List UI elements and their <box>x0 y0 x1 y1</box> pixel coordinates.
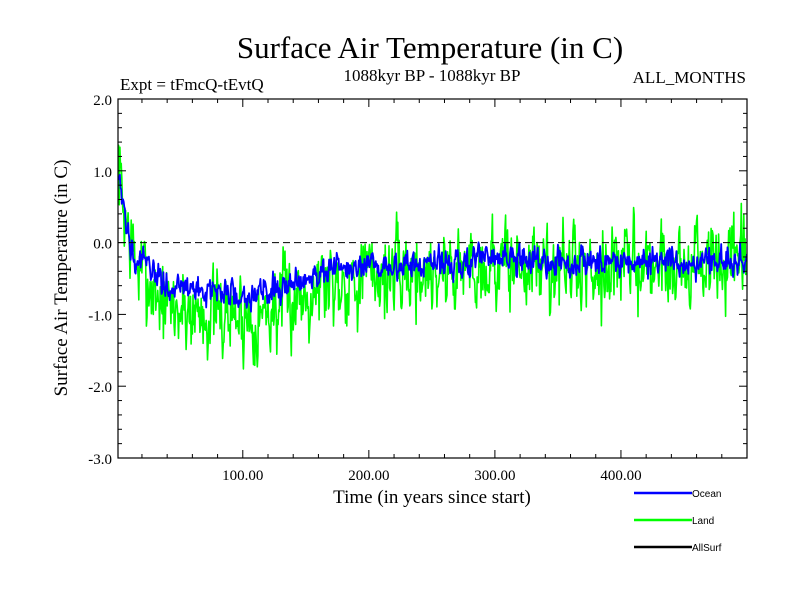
y-tick-label: 2.0 <box>93 93 112 109</box>
plot-frame <box>117 98 748 459</box>
x-axis: 100.00 200.00 300.00 400.00 <box>141 99 723 484</box>
x-tick-label: 200.00 <box>348 468 389 484</box>
legend: Ocean Land AllSurf <box>634 489 722 554</box>
legend-label-land: Land <box>692 516 714 527</box>
subtitle-expt: Expt = tFmcQ-tEvtQ <box>120 75 264 94</box>
y-tick-label: -1.0 <box>88 308 112 324</box>
x-tick-label: 400.00 <box>600 468 641 484</box>
y-axis: 2.0 1.0 0.0 -1.0 -2.0 -3.0 <box>88 93 747 468</box>
y-tick-label: -3.0 <box>88 452 112 468</box>
subtitle-months: ALL_MONTHS <box>633 68 746 87</box>
legend-label-ocean: Ocean <box>692 489 721 500</box>
plot-area <box>118 144 747 370</box>
x-tick-label: 100.00 <box>222 468 263 484</box>
legend-label-allsurf: AllSurf <box>692 543 722 554</box>
y-axis-label: Surface Air Temperature (in C) <box>51 160 72 397</box>
y-tick-label: 0.0 <box>93 237 112 253</box>
y-tick-label: -2.0 <box>88 380 112 396</box>
x-axis-label: Time (in years since start) <box>333 487 531 508</box>
y-tick-label: 1.0 <box>93 165 112 181</box>
subtitle-period: 1088kyr BP - 1088kyr BP <box>344 66 521 85</box>
x-tick-label: 300.00 <box>474 468 515 484</box>
chart-title: Surface Air Temperature (in C) <box>237 30 623 65</box>
series-line-ocean <box>118 173 747 313</box>
